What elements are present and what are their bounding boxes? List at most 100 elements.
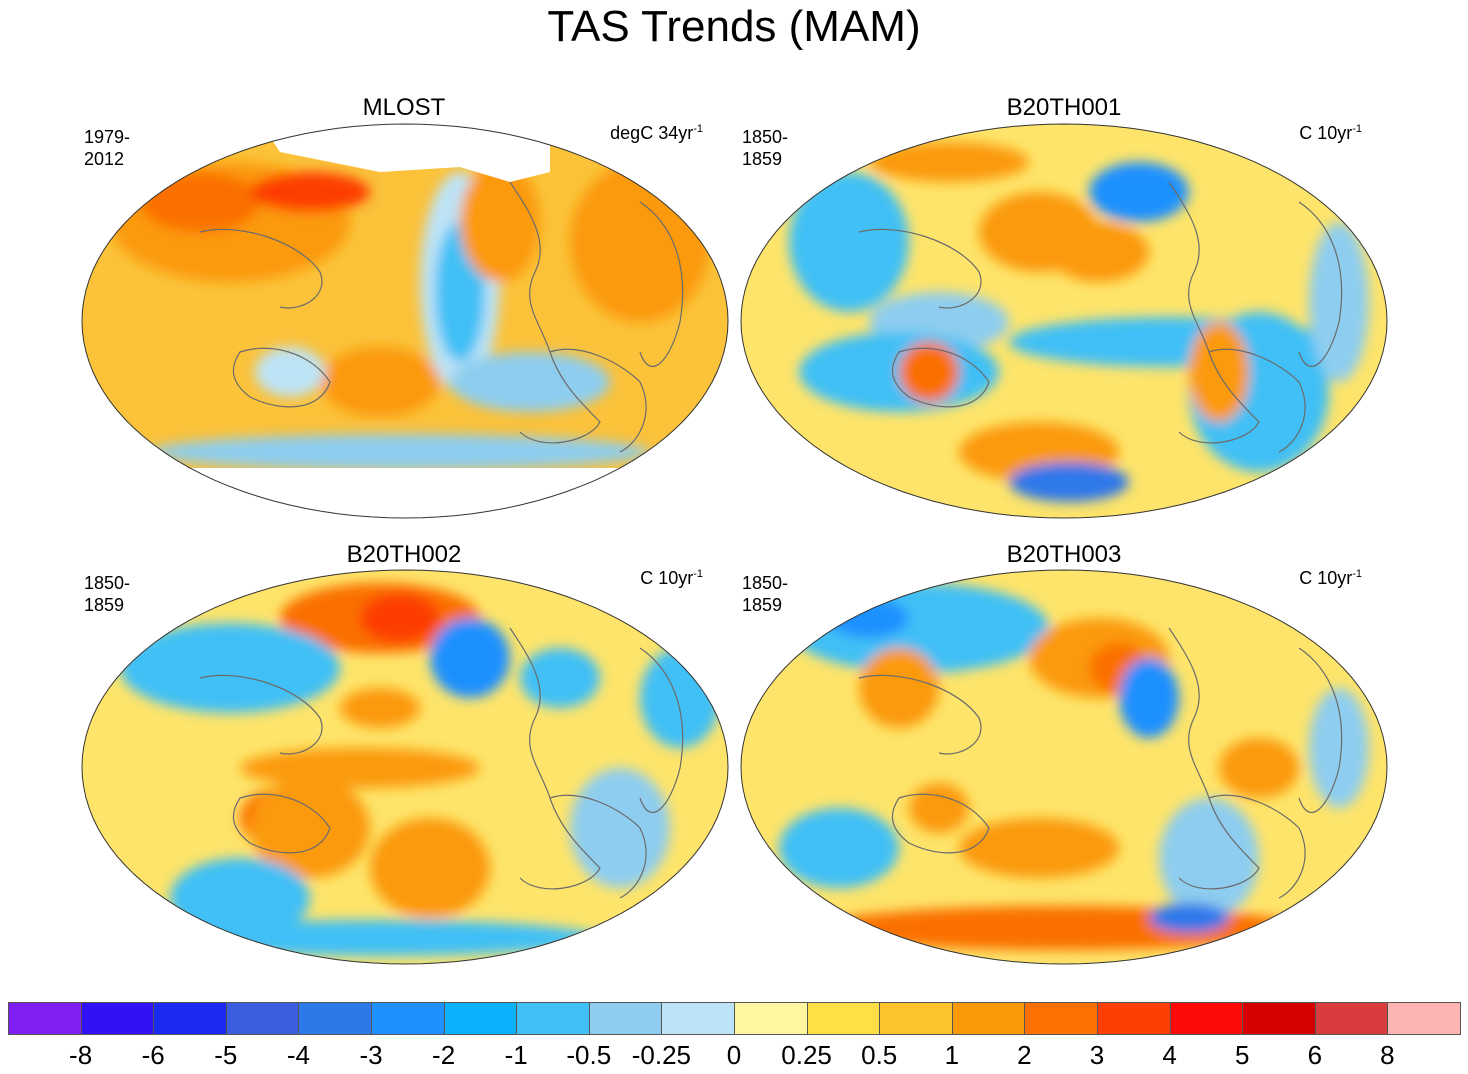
missing-data-antarctic [82, 468, 728, 518]
colorbar-box [1314, 1002, 1389, 1035]
field-region [789, 172, 909, 312]
panel-period: 1979-2012 [84, 127, 131, 169]
field-region [140, 172, 260, 232]
field-region [869, 142, 1029, 182]
field-region [520, 648, 600, 708]
field-region [240, 748, 480, 788]
field-region [160, 920, 600, 956]
colorbar-box [1097, 1002, 1171, 1035]
field-region [150, 434, 650, 470]
colorbar-box [1387, 1002, 1461, 1035]
colorbar-box [80, 1002, 155, 1035]
map-field [741, 124, 1387, 518]
colorbar-label: -3 [359, 1040, 383, 1070]
field-region [430, 618, 510, 698]
field-region [250, 172, 370, 212]
field-region [1309, 688, 1369, 808]
panel-title: B20TH001 [1006, 94, 1122, 121]
panel-period: 1850-1859 [84, 573, 131, 615]
colorbar-box [1242, 1002, 1316, 1035]
map-border [740, 123, 1388, 519]
missing-data-arctic [260, 124, 550, 182]
colorbar-box [153, 1002, 227, 1035]
map-b20th003 [740, 569, 1388, 965]
colorbar-label: -1 [504, 1040, 528, 1070]
panel-title: MLOST [362, 94, 446, 121]
colorbar-label: 4 [1162, 1040, 1177, 1070]
colorbar-label: -0.25 [631, 1040, 692, 1070]
panel-title: B20TH003 [1006, 541, 1122, 568]
colorbar-label: 2 [1017, 1040, 1032, 1070]
colorbar-label: 0.5 [861, 1040, 898, 1070]
field-region [899, 342, 959, 402]
colorbar-box [8, 1002, 82, 1035]
field-region [460, 162, 540, 282]
field-region [819, 906, 1299, 950]
map-border [740, 569, 1388, 965]
colorbar-label: 6 [1307, 1040, 1323, 1070]
field-region [1149, 903, 1229, 933]
colorbar-label: 0 [726, 1040, 742, 1070]
coastline [199, 181, 684, 453]
field-region [779, 808, 899, 888]
field-region [1119, 658, 1179, 738]
colorbar-label: -6 [141, 1040, 165, 1070]
colorbar-box [588, 1002, 663, 1035]
field-region [1219, 738, 1299, 798]
map-b20th001 [740, 123, 1388, 519]
field-region [829, 598, 909, 638]
field-region [320, 347, 440, 417]
figure-title: TAS Trends (MAM) [547, 2, 921, 51]
field-region [360, 593, 440, 643]
coastline [199, 627, 684, 899]
colorbar-box [879, 1002, 953, 1035]
colorbar-box [1169, 1002, 1244, 1035]
colorbar-label: -8 [69, 1040, 93, 1070]
field-region [450, 352, 610, 412]
colorbar-label: 0.25 [781, 1040, 832, 1070]
colorbar-label: -5 [214, 1040, 238, 1070]
coastline [858, 627, 1343, 899]
field-region [370, 818, 490, 918]
colorbar-box [443, 1002, 518, 1035]
field-region [1189, 322, 1249, 422]
colorbar-label: 5 [1234, 1040, 1250, 1070]
panel-period: 1850-1859 [742, 127, 789, 169]
field-region [1159, 798, 1259, 918]
panel-period: 1850-1859 [742, 573, 789, 615]
field-region [909, 783, 969, 833]
panel-units: C 10yr-1 [1299, 123, 1362, 143]
coastline [858, 181, 1343, 453]
panel-units: C 10yr-1 [1299, 568, 1362, 588]
colorbar-box [371, 1002, 445, 1035]
colorbar-box [951, 1002, 1026, 1035]
field-region [170, 858, 310, 938]
map-border [81, 123, 729, 519]
panel-title: B20TH002 [346, 541, 462, 568]
map-b20th002 [81, 569, 729, 965]
colorbar-box [734, 1002, 808, 1035]
map-border [81, 569, 729, 965]
field-region [1309, 222, 1369, 382]
colorbar-label: -0.5 [566, 1040, 612, 1070]
field-region [255, 347, 325, 397]
colorbar-box [516, 1002, 590, 1035]
colorbar-label: -2 [432, 1040, 456, 1070]
colorbar-box [225, 1002, 300, 1035]
colorbar [8, 1002, 1461, 1035]
field-region [1009, 462, 1129, 502]
panel-units: degC 34yr-1 [610, 123, 703, 143]
colorbar-label: -4 [286, 1040, 310, 1070]
colorbar-box [298, 1002, 372, 1035]
map-field [82, 124, 728, 518]
field-region [340, 688, 420, 728]
field-region [1089, 162, 1189, 222]
panel-units: C 10yr-1 [640, 568, 703, 588]
colorbar-box [806, 1002, 881, 1035]
field-region [570, 768, 670, 888]
field-region [859, 648, 939, 728]
field-region [120, 623, 340, 713]
colorbar-box [661, 1002, 735, 1035]
colorbar-box [1024, 1002, 1098, 1035]
colorbar-label: 8 [1380, 1040, 1395, 1070]
